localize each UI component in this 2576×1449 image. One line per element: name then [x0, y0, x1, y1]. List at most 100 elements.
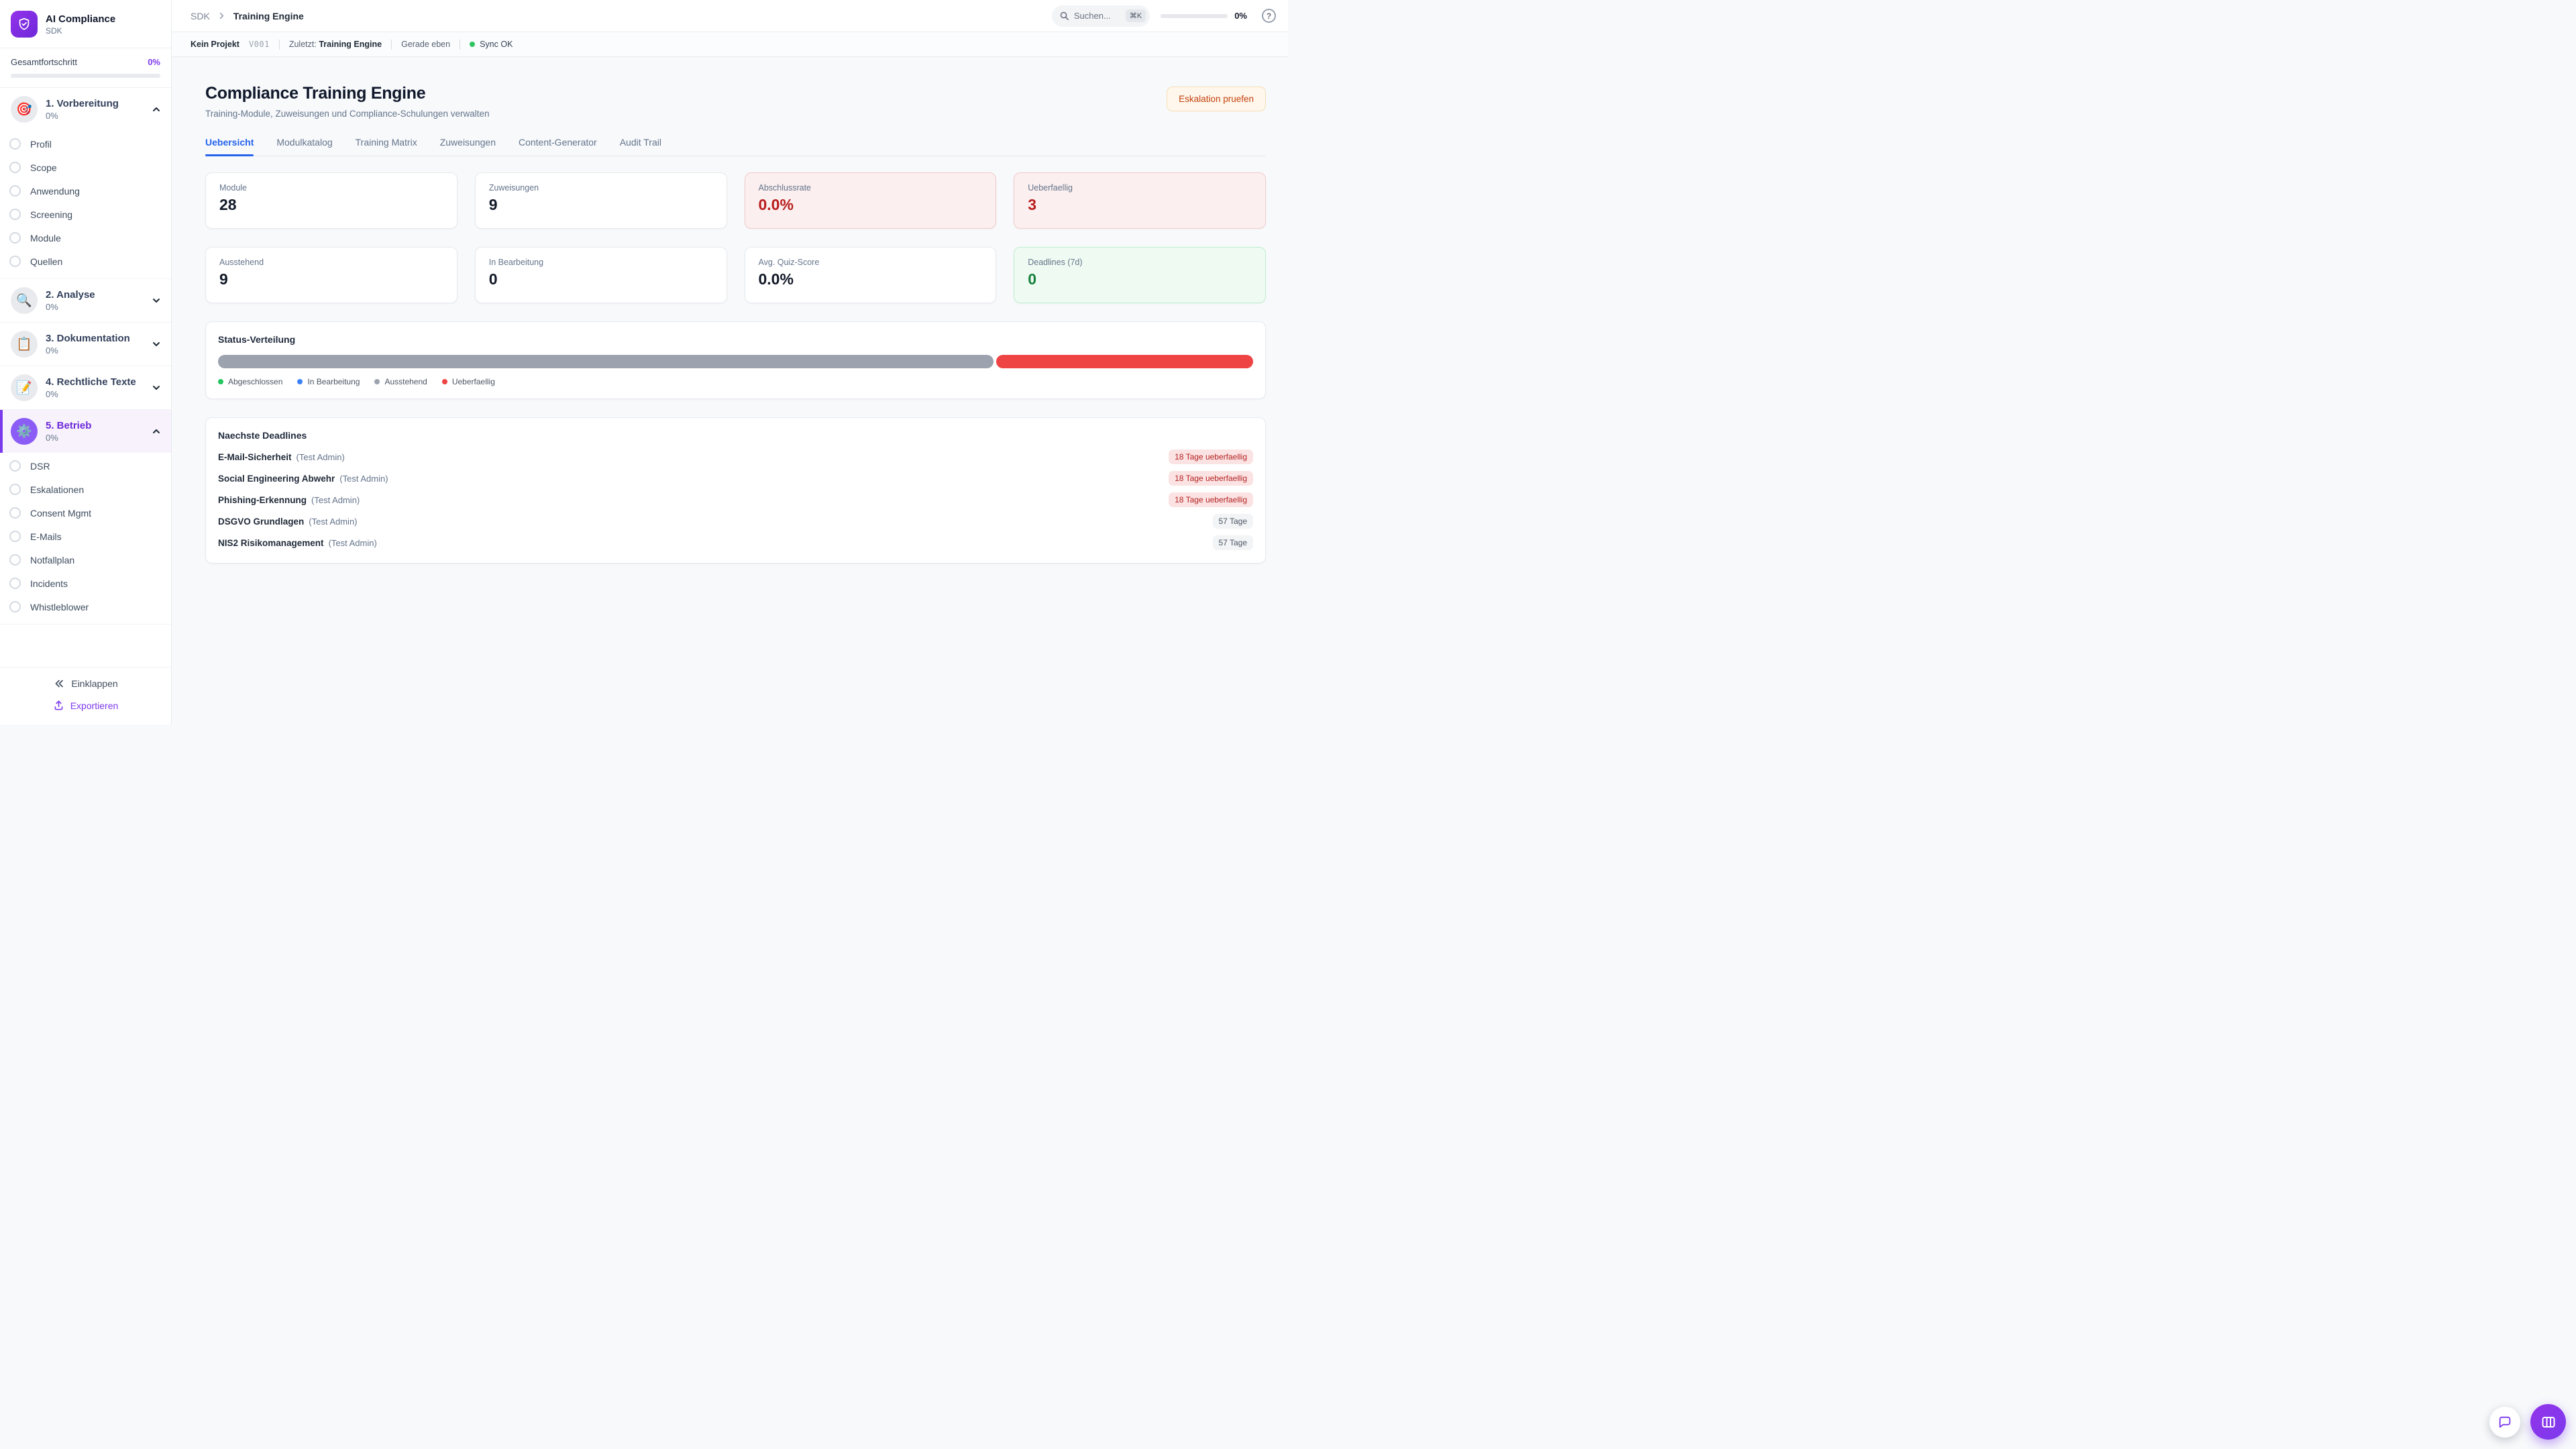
step-circle-icon — [9, 507, 21, 519]
sidebar-section-analyse: 🔍 2. Analyse 0% — [0, 279, 171, 323]
stat-card-ueberfaellig: Ueberfaellig 3 — [1014, 172, 1266, 229]
search-input[interactable] — [1073, 11, 1121, 21]
red-dot-icon — [441, 379, 447, 384]
section-header-vorbereitung[interactable]: 🎯 1. Vorbereitung 0% — [0, 88, 171, 131]
deadline-row: Phishing-Erkennung (Test Admin) 18 Tage … — [218, 492, 1253, 508]
chevron-down-icon — [153, 299, 160, 303]
version-tag: V001 — [248, 40, 270, 49]
sidebar-item-dsr[interactable]: DSR — [0, 454, 171, 478]
sidebar-item-emails[interactable]: E-Mails — [0, 525, 171, 548]
sidebar-item-consent-mgmt[interactable]: Consent Mgmt — [0, 501, 171, 525]
global-progress-value: 0% — [1234, 11, 1247, 21]
section-header-betrieb[interactable]: ⚙️ 5. Betrieb 0% — [0, 410, 171, 453]
apps-grid-button[interactable] — [2530, 1404, 2566, 1440]
breadcrumb-sdk[interactable]: SDK — [191, 10, 210, 21]
section-header-analyse[interactable]: 🔍 2. Analyse 0% — [0, 279, 171, 322]
legend-abgeschlossen: Abgeschlossen — [218, 377, 282, 386]
overall-progress-bar — [11, 74, 160, 78]
tab-modulkatalog[interactable]: Modulkatalog — [276, 137, 333, 148]
segment-ausstehend — [218, 355, 994, 368]
step-circle-icon — [9, 554, 21, 566]
floating-buttons — [2489, 1404, 2566, 1440]
tab-zuweisungen[interactable]: Zuweisungen — [439, 137, 496, 148]
target-emoji-icon: 🎯 — [11, 96, 38, 123]
upload-icon — [54, 700, 63, 710]
search-shortcut-badge: ⌘K — [1125, 9, 1146, 22]
step-circle-icon — [9, 460, 21, 472]
sidebar-item-screening[interactable]: Screening — [0, 203, 171, 226]
deadlines-list: E-Mail-Sicherheit (Test Admin) 18 Tage u… — [218, 449, 1253, 551]
sidebar-nav: 🎯 1. Vorbereitung 0% Profil Scope Anwend… — [0, 88, 171, 667]
stat-card-zuweisungen: Zuweisungen 9 — [474, 172, 727, 229]
tab-training-matrix[interactable]: Training Matrix — [355, 137, 417, 148]
section-items: Profil Scope Anwendung Screening Module … — [0, 131, 171, 278]
deadline-row: E-Mail-Sicherheit (Test Admin) 18 Tage u… — [218, 449, 1253, 465]
sidebar-footer: Einklappen Exportieren — [0, 667, 171, 724]
double-chevron-left-icon — [56, 680, 64, 688]
sidebar-item-module[interactable]: Module — [0, 226, 171, 250]
panel-title: Status-Verteilung — [218, 334, 296, 345]
sidebar-item-anwendung[interactable]: Anwendung — [0, 179, 171, 203]
search-box[interactable]: ⌘K — [1051, 5, 1150, 27]
divider — [391, 39, 392, 50]
collapse-sidebar-button[interactable]: Einklappen — [53, 678, 118, 690]
panel-title: Naechste Deadlines — [218, 430, 307, 441]
days-badge: 57 Tage — [1212, 514, 1253, 529]
global-progress: 0% — [1161, 11, 1247, 21]
stat-card-abschlussrate: Abschlussrate 0.0% — [744, 172, 997, 229]
stat-card-ausstehend: Ausstehend 9 — [205, 247, 458, 303]
sidebar-item-eskalationen[interactable]: Eskalationen — [0, 478, 171, 501]
check-escalation-button[interactable]: Eskalation pruefen — [1167, 87, 1266, 111]
breadcrumb-current: Training Engine — [233, 10, 304, 21]
sidebar-section-rechtliche-texte: 📝 4. Rechtliche Texte 0% — [0, 366, 171, 410]
deadlines-panel: Naechste Deadlines E-Mail-Sicherheit (Te… — [205, 417, 1266, 564]
last-module: Zuletzt: Training Engine — [288, 40, 382, 49]
chevron-right-icon — [219, 12, 224, 19]
chat-button[interactable] — [2489, 1406, 2520, 1438]
segment-ueberfaellig — [996, 355, 1253, 368]
step-circle-icon — [9, 256, 21, 267]
sidebar-item-whistleblower[interactable]: Whistleblower — [0, 595, 171, 619]
deadline-row: NIS2 Risikomanagement (Test Admin) 57 Ta… — [218, 535, 1253, 551]
tab-audit-trail[interactable]: Audit Trail — [619, 137, 661, 148]
stat-card-avg-quiz-score: Avg. Quiz-Score 0.0% — [744, 247, 997, 303]
deadline-row: DSGVO Grundlagen (Test Admin) 57 Tage — [218, 513, 1253, 529]
overall-progress-value: 0% — [148, 57, 160, 67]
step-circle-icon — [9, 185, 21, 197]
gear-emoji-icon: ⚙️ — [11, 418, 38, 445]
chevron-down-icon — [153, 386, 160, 390]
sidebar-item-incidents[interactable]: Incidents — [0, 572, 171, 595]
green-dot-icon — [218, 379, 223, 384]
help-icon[interactable]: ? — [1262, 9, 1276, 23]
clipboard-emoji-icon: 📋 — [11, 331, 38, 358]
tab-uebersicht[interactable]: Uebersicht — [205, 137, 254, 156]
sidebar-item-notfallplan[interactable]: Notfallplan — [0, 548, 171, 572]
section-header-rechtliche-texte[interactable]: 📝 4. Rechtliche Texte 0% — [0, 366, 171, 409]
status-distribution-bar — [218, 355, 1253, 368]
sidebar-item-quellen[interactable]: Quellen — [0, 250, 171, 273]
section-percent: 0% — [46, 111, 58, 121]
sidebar-item-profil[interactable]: Profil — [0, 132, 171, 156]
project-name: Kein Projekt — [191, 40, 239, 49]
stat-card-in-bearbeitung: In Bearbeitung 0 — [474, 247, 727, 303]
step-circle-icon — [9, 162, 21, 173]
magnifier-emoji-icon: 🔍 — [11, 287, 38, 314]
export-button[interactable]: Exportieren — [53, 700, 118, 711]
page-subtitle: Training-Module, Zuweisungen und Complia… — [205, 109, 490, 119]
step-circle-icon — [9, 578, 21, 589]
legend-in-bearbeitung: In Bearbeitung — [297, 377, 360, 386]
overall-progress: Gesamtfortschritt 0% — [0, 48, 171, 88]
divider — [278, 39, 280, 50]
chat-bubble-icon — [2499, 1416, 2511, 1428]
sidebar: AI Compliance SDK Gesamtfortschritt 0% 🎯… — [0, 0, 172, 724]
section-header-dokumentation[interactable]: 📋 3. Dokumentation 0% — [0, 323, 171, 366]
app-subtitle: SDK — [46, 25, 62, 36]
tab-content-generator[interactable]: Content-Generator — [518, 137, 597, 148]
legend-ausstehend: Ausstehend — [374, 377, 427, 386]
step-circle-icon — [9, 209, 21, 220]
columns-icon — [2542, 1416, 2555, 1428]
legend-ueberfaellig: Ueberfaellig — [441, 377, 495, 386]
sidebar-item-scope[interactable]: Scope — [0, 156, 171, 179]
status-bar: Kein Projekt V001 Zuletzt: Training Engi… — [172, 32, 1288, 57]
step-circle-icon — [9, 531, 21, 542]
